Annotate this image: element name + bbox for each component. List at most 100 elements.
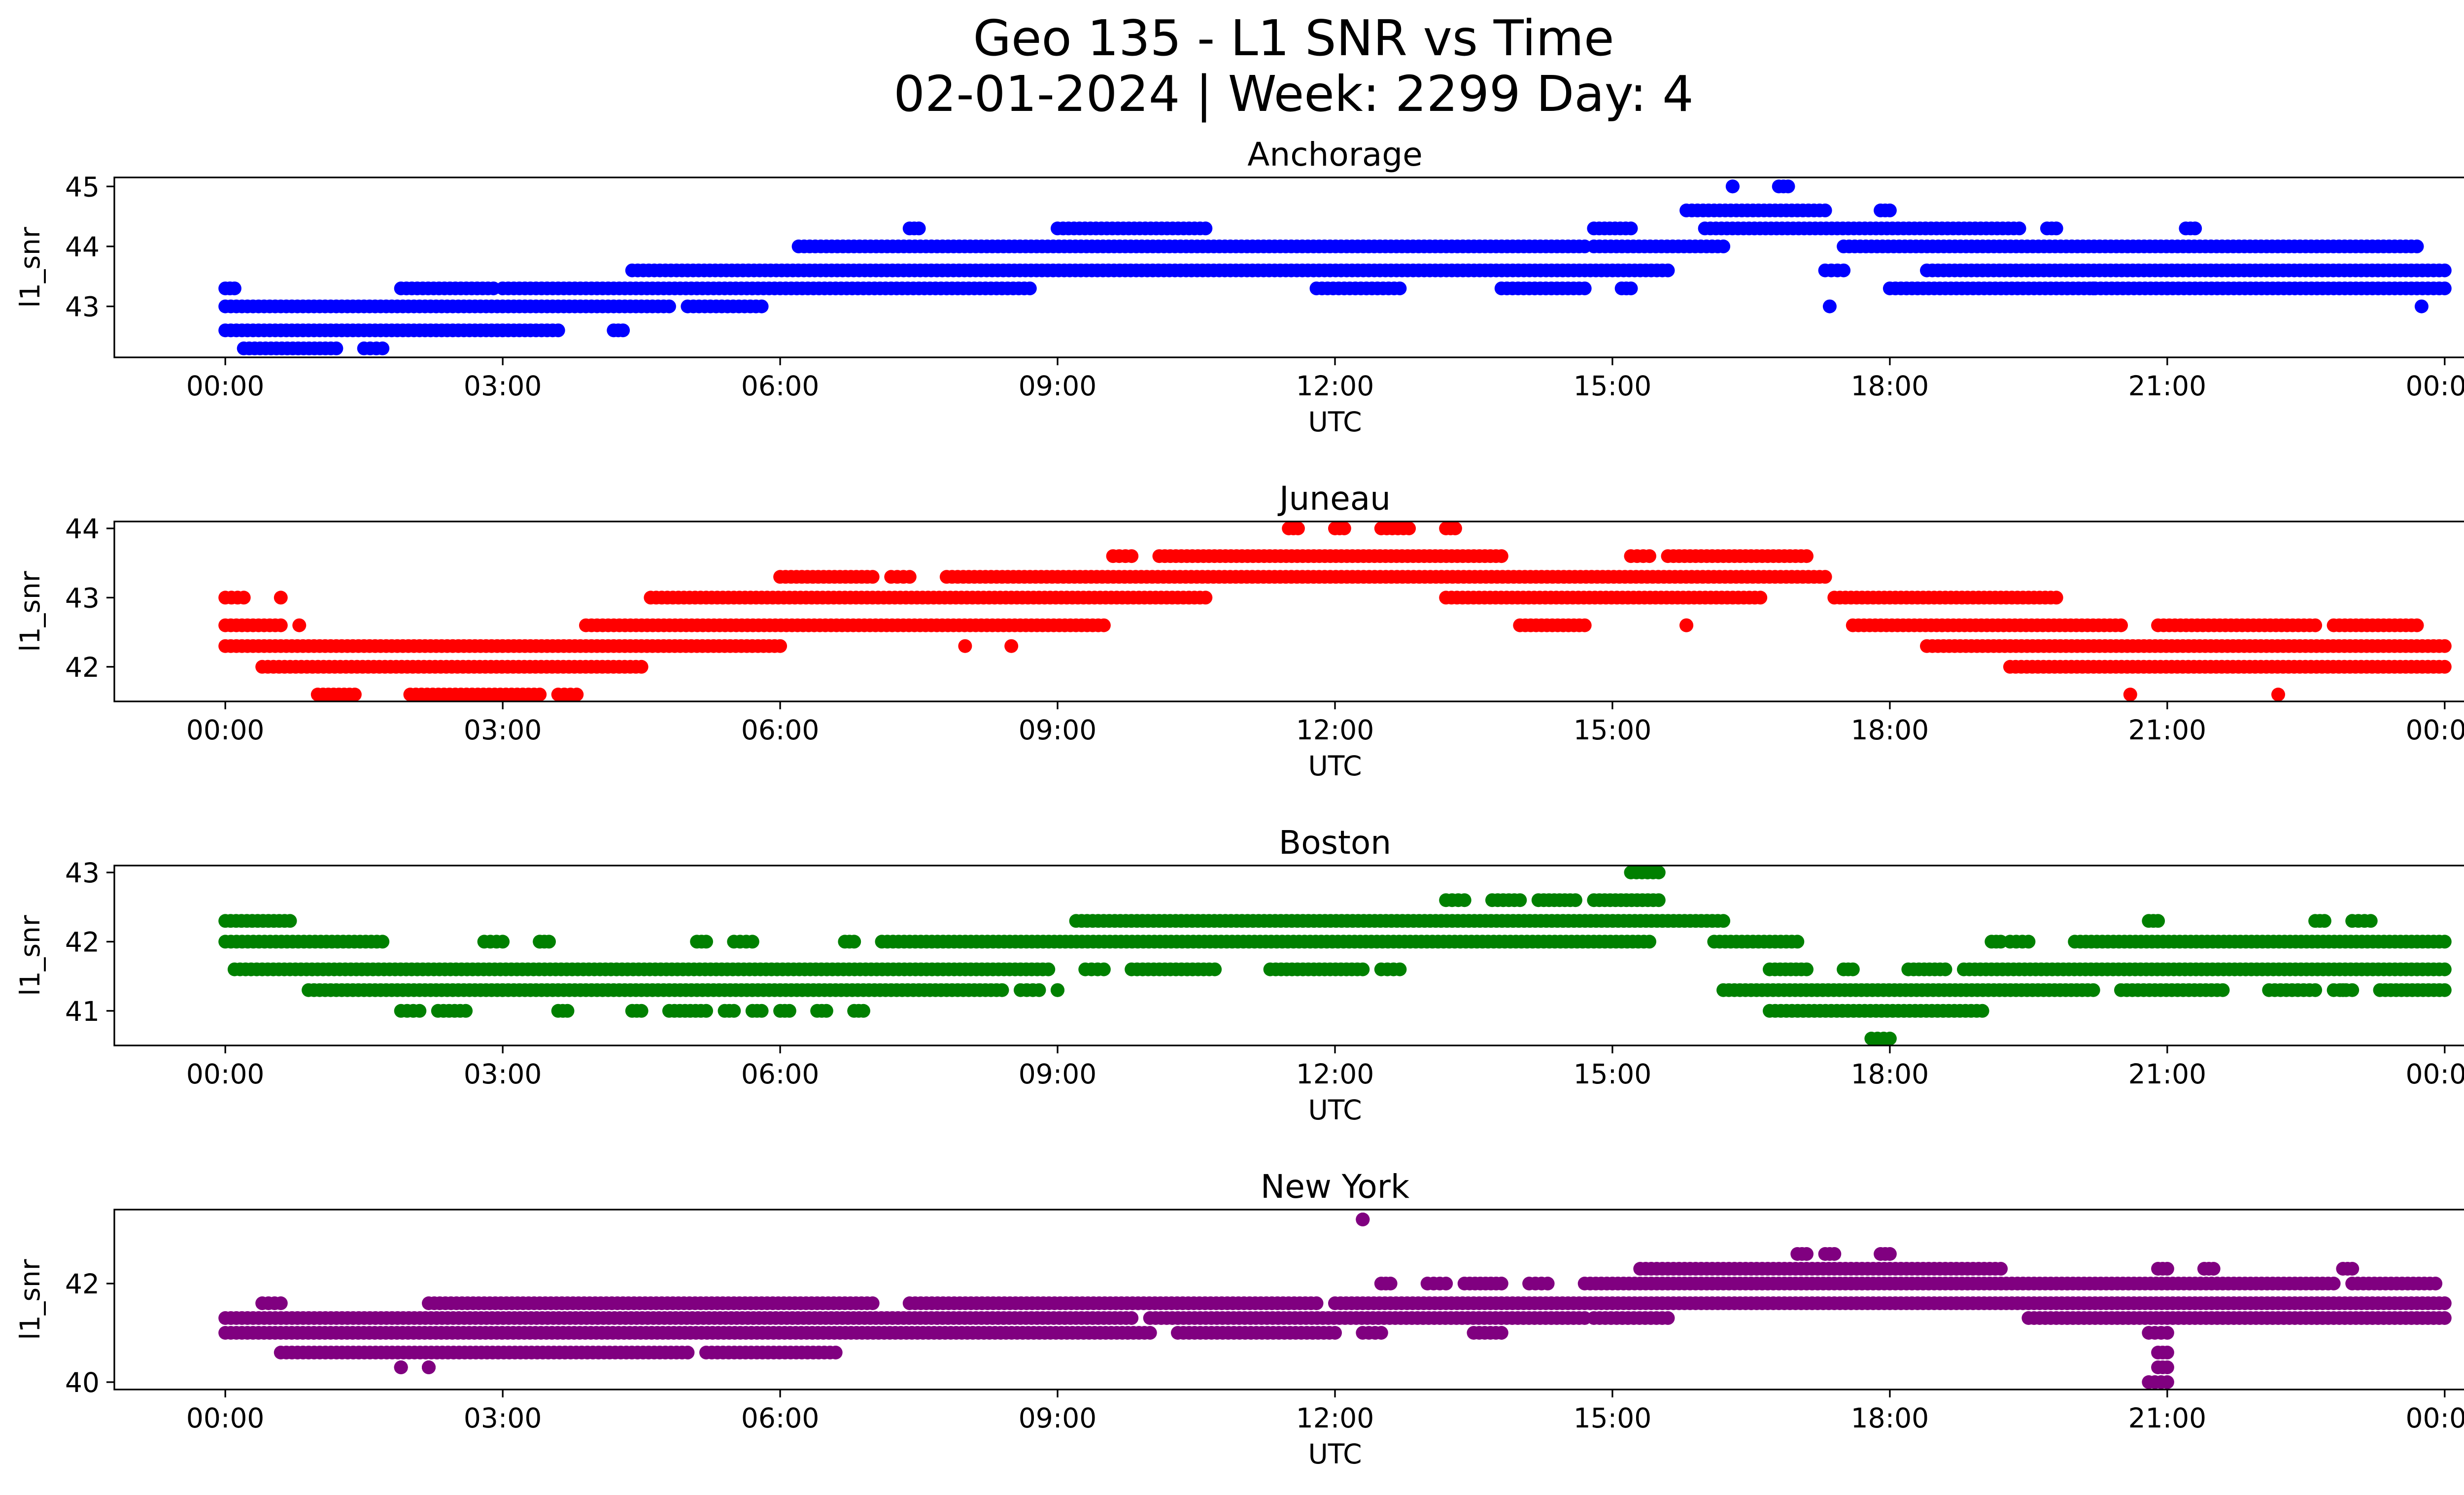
data-point bbox=[1374, 1326, 1388, 1340]
x-tick-label: 15:00 bbox=[1574, 1058, 1652, 1090]
x-tick-label: 00:00 bbox=[2406, 714, 2464, 746]
data-point bbox=[662, 299, 676, 313]
data-point bbox=[1882, 203, 1897, 217]
data-point bbox=[1291, 522, 1305, 535]
data-point bbox=[1337, 522, 1351, 535]
data-point bbox=[1818, 570, 1832, 584]
data-point bbox=[570, 688, 584, 701]
x-tick-label: 03:00 bbox=[464, 370, 542, 402]
data-point bbox=[2345, 1262, 2360, 1276]
data-point bbox=[237, 591, 251, 605]
data-point bbox=[1643, 549, 1656, 563]
x-tick-label: 00:00 bbox=[2406, 1058, 2464, 1090]
data-point bbox=[1383, 1277, 1398, 1290]
data-point bbox=[1208, 962, 1222, 976]
data-point bbox=[634, 660, 649, 674]
data-point bbox=[699, 935, 713, 949]
y-axis-label: l1_snr bbox=[14, 1259, 46, 1340]
data-point bbox=[1540, 1277, 1555, 1290]
data-point bbox=[856, 1004, 870, 1018]
data-point bbox=[1624, 281, 1638, 296]
data-point bbox=[1125, 1311, 1139, 1325]
data-point bbox=[533, 935, 547, 949]
scatter-points bbox=[218, 179, 2452, 355]
data-point bbox=[2160, 1262, 2174, 1276]
data-point bbox=[1356, 1213, 1370, 1226]
data-point bbox=[865, 570, 880, 584]
data-point bbox=[1096, 618, 1111, 632]
data-point bbox=[634, 1004, 649, 1018]
x-tick-label: 18:00 bbox=[1851, 714, 1929, 746]
x-tick-label: 00:00 bbox=[186, 714, 265, 746]
data-point bbox=[1800, 549, 1814, 563]
data-point bbox=[1790, 935, 1805, 949]
data-point bbox=[1716, 239, 1731, 253]
y-axis-label: l1_snr bbox=[14, 227, 46, 308]
data-point bbox=[1051, 983, 1064, 997]
data-point bbox=[2049, 221, 2063, 236]
data-point bbox=[1800, 1247, 1814, 1261]
data-point bbox=[1032, 983, 1046, 997]
x-tick-label: 15:00 bbox=[1574, 714, 1652, 746]
data-point bbox=[1837, 263, 1851, 278]
y-axis-label: l1_snr bbox=[14, 571, 46, 652]
data-point bbox=[422, 1360, 436, 1374]
data-point bbox=[274, 591, 288, 605]
data-point bbox=[1624, 221, 1638, 236]
data-point bbox=[2437, 1311, 2452, 1325]
y-axis-label: l1_snr bbox=[14, 915, 46, 996]
data-point bbox=[1143, 1326, 1157, 1340]
x-tick-label: 12:00 bbox=[1296, 714, 1374, 746]
data-point bbox=[754, 1004, 769, 1018]
y-tick-label: 40 bbox=[65, 1367, 100, 1398]
data-point bbox=[1994, 1262, 2008, 1276]
data-point bbox=[1309, 1296, 1324, 1310]
data-point bbox=[2336, 983, 2350, 997]
data-point bbox=[1725, 179, 1740, 194]
data-point bbox=[1494, 1326, 1508, 1340]
data-point bbox=[745, 935, 759, 949]
data-point bbox=[2271, 688, 2285, 701]
data-point bbox=[2021, 935, 2036, 949]
data-point bbox=[2429, 1277, 2443, 1290]
y-tick-label: 43 bbox=[65, 857, 100, 889]
subplot-title: New York bbox=[1261, 1168, 1410, 1206]
data-point bbox=[1457, 893, 1472, 907]
data-point bbox=[1822, 299, 1837, 313]
y-tick-label: 45 bbox=[65, 171, 100, 203]
x-axis-label: UTC bbox=[1308, 406, 1362, 438]
x-tick-label: 09:00 bbox=[1019, 714, 1097, 746]
data-point bbox=[819, 1004, 833, 1018]
data-point bbox=[2160, 1346, 2174, 1359]
x-tick-label: 12:00 bbox=[1296, 370, 1374, 402]
data-point bbox=[2414, 299, 2429, 313]
data-point bbox=[2437, 660, 2452, 674]
x-tick-label: 06:00 bbox=[741, 714, 820, 746]
data-point bbox=[2410, 618, 2424, 632]
data-point bbox=[2188, 221, 2202, 236]
data-point bbox=[782, 1004, 796, 1018]
data-point bbox=[1198, 591, 1213, 605]
data-point bbox=[902, 570, 917, 584]
data-point bbox=[551, 323, 565, 338]
data-point bbox=[912, 221, 926, 236]
x-tick-label: 18:00 bbox=[1851, 1402, 1929, 1434]
figure-title-line1: Geo 135 - L1 SNR vs Time bbox=[973, 9, 1614, 67]
data-point bbox=[2160, 1375, 2174, 1389]
data-point bbox=[1679, 618, 1694, 632]
subplot-title: Boston bbox=[1279, 824, 1391, 862]
data-point bbox=[1938, 962, 1952, 976]
data-point bbox=[2012, 221, 2026, 236]
x-tick-label: 12:00 bbox=[1296, 1402, 1374, 1434]
y-tick-label: 42 bbox=[65, 926, 100, 958]
x-tick-label: 18:00 bbox=[1851, 1058, 1929, 1090]
data-point bbox=[2327, 1277, 2341, 1290]
data-point bbox=[2308, 983, 2323, 997]
scatter-points bbox=[218, 522, 2452, 701]
x-tick-label: 00:00 bbox=[2406, 370, 2464, 402]
data-point bbox=[699, 1004, 713, 1018]
